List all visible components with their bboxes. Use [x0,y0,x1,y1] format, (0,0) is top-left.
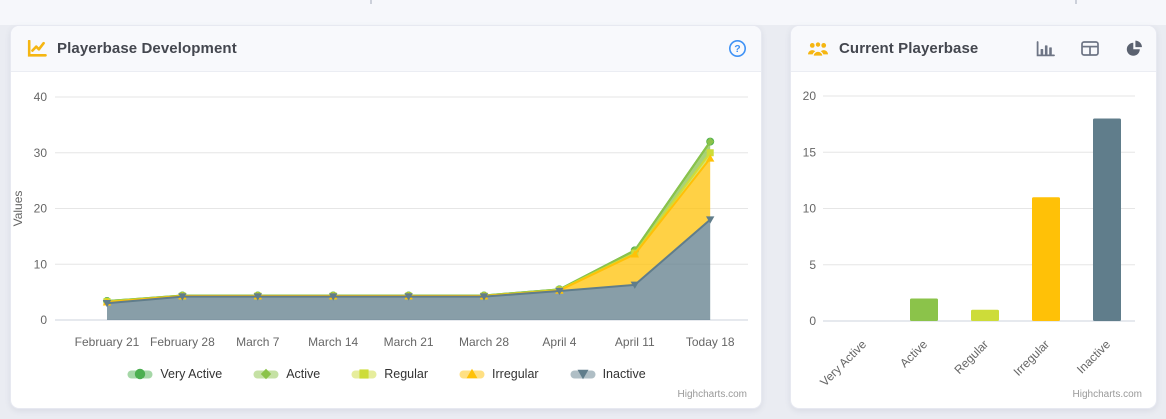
help-icon-svg: ? [729,40,746,57]
users-icon-svg [808,40,828,57]
card-title: Playerbase Development [57,40,237,57]
highcharts-credit[interactable]: Highcharts.com [1072,389,1142,400]
playerbase-development-chart: 0 10 20 30 40 Values February 21 February 28 Mar… [11,90,748,349]
chart-line-icon [27,39,47,58]
legend-label: Inactive [602,367,646,381]
svg-text:15: 15 [803,145,817,159]
svg-text:Today 18: Today 18 [686,335,735,349]
svg-text:March 14: March 14 [308,335,358,349]
svg-text:March 28: March 28 [459,335,509,349]
users-icon [807,40,829,57]
diamond-marker-icon [253,368,279,380]
card-title: Current Playerbase [839,40,979,57]
chart-line-icon-svg [27,39,47,57]
svg-text:February 28: February 28 [150,335,215,349]
chart-legend: Very Active Active Regular Irregular Inactiv… [11,367,761,381]
svg-text:February 21: February 21 [75,335,140,349]
divider-tick [370,0,372,4]
divider-tick [1075,0,1077,4]
square-marker-icon [351,369,377,379]
svg-text:March 7: March 7 [236,335,280,349]
previous-row-edge [0,0,1166,25]
table-icon-svg [1081,41,1099,56]
svg-text:0: 0 [40,313,47,327]
chart-view-toolbar [1036,40,1142,57]
highcharts-credit[interactable]: Highcharts.com [677,389,747,400]
svg-text:Inactive: Inactive [1074,337,1113,376]
svg-text:Active: Active [897,337,930,370]
svg-text:30: 30 [34,146,48,160]
svg-text:Values: Values [11,191,25,227]
legend-item-inactive[interactable]: Inactive [569,367,646,381]
circle-marker-icon [127,368,153,380]
svg-text:40: 40 [34,90,48,104]
card-header: Current Playerbase [791,26,1156,72]
svg-text:Regular: Regular [952,337,992,377]
svg-text:20: 20 [803,89,817,103]
legend-item-irregular[interactable]: Irregular [458,367,539,381]
svg-text:April 4: April 4 [542,335,576,349]
card-header: Playerbase Development ? [11,26,761,72]
pie-chart-icon-svg [1126,40,1142,56]
current-playerbase-card: Current Playerbase [790,25,1157,409]
svg-text:10: 10 [34,257,48,271]
playerbase-development-card: Playerbase Development ? 0 10 20 30 40 Values… [10,25,762,409]
svg-text:20: 20 [34,202,48,216]
card-body: 0 10 20 30 40 Values February 21 February 28 Mar… [11,72,761,409]
svg-text:Very Active: Very Active [817,337,869,389]
help-glyph: ? [734,43,740,55]
svg-text:March 21: March 21 [384,335,434,349]
table-icon[interactable] [1081,41,1099,56]
svg-text:0: 0 [809,314,816,328]
card-body: 0 5 10 15 20 Very Active Active Regular Irregula… [791,72,1156,409]
help-icon[interactable]: ? [728,39,747,58]
current-playerbase-chart: 0 5 10 15 20 Very Active Active Regular Irregula… [803,89,1135,389]
legend-label: Regular [384,367,429,381]
legend-item-regular[interactable]: Regular [350,367,428,381]
triangle-down-marker-icon [570,369,596,380]
triangle-marker-icon [459,368,485,379]
column-chart-icon[interactable] [1036,40,1055,57]
legend-item-active[interactable]: Active [252,367,320,381]
svg-text:Irregular: Irregular [1011,337,1052,378]
legend-label: Irregular [492,367,539,381]
pie-chart-icon[interactable] [1125,40,1142,57]
legend-label: Very Active [160,367,223,381]
svg-text:10: 10 [803,202,817,216]
legend-item-very-active[interactable]: Very Active [126,367,222,381]
svg-text:April 11: April 11 [615,335,655,349]
column-chart-icon-svg [1036,40,1055,56]
svg-text:5: 5 [809,258,816,272]
legend-label: Active [286,367,321,381]
